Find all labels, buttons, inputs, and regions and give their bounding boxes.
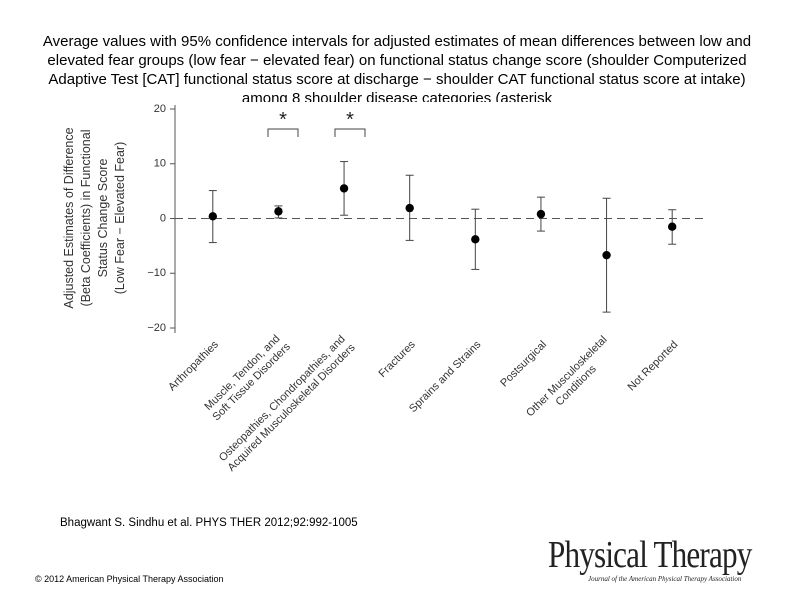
y-tick-label: −10 <box>147 267 166 279</box>
y-axis-label-line: Status Change Score <box>96 159 110 278</box>
point <box>667 222 677 231</box>
y-tick-label: 10 <box>154 158 166 170</box>
point <box>602 250 611 260</box>
y-tick-label: −20 <box>147 322 166 334</box>
point <box>471 235 480 244</box>
y-axis-label-line: (Beta Coefficients) in Functional <box>79 130 93 307</box>
citation: Bhagwant S. Sindhu et al. PHYS THER 2012… <box>60 517 358 529</box>
y-axis-label-line: Adjusted Estimates of Difference <box>62 127 76 308</box>
point <box>339 184 349 193</box>
point <box>536 209 546 219</box>
point <box>405 203 414 213</box>
bracket <box>334 128 366 137</box>
bracket <box>267 128 299 137</box>
annotation: * <box>279 109 287 131</box>
y-axis-label-line: (Low Fear − Elevated Fear) <box>113 142 127 295</box>
slide-title: Average values with 95% confidence inter… <box>42 33 752 107</box>
y-axis-label: Adjusted Estimates of Difference (Beta Co… <box>62 127 127 308</box>
point <box>274 207 283 216</box>
annotation: * <box>346 109 354 131</box>
logo: Physical Therapy Journal of the American… <box>548 535 794 583</box>
plot-background <box>100 102 740 512</box>
copyright: © 2012 American Physical Therapy Associa… <box>35 574 224 584</box>
logo-subtitle: Journal of the American Physical Therapy… <box>588 575 742 583</box>
y-tick-label: 20 <box>154 103 166 115</box>
point <box>208 212 218 221</box>
y-tick-label: 0 <box>160 212 166 224</box>
logo-name: Physical Therapy <box>548 534 752 576</box>
